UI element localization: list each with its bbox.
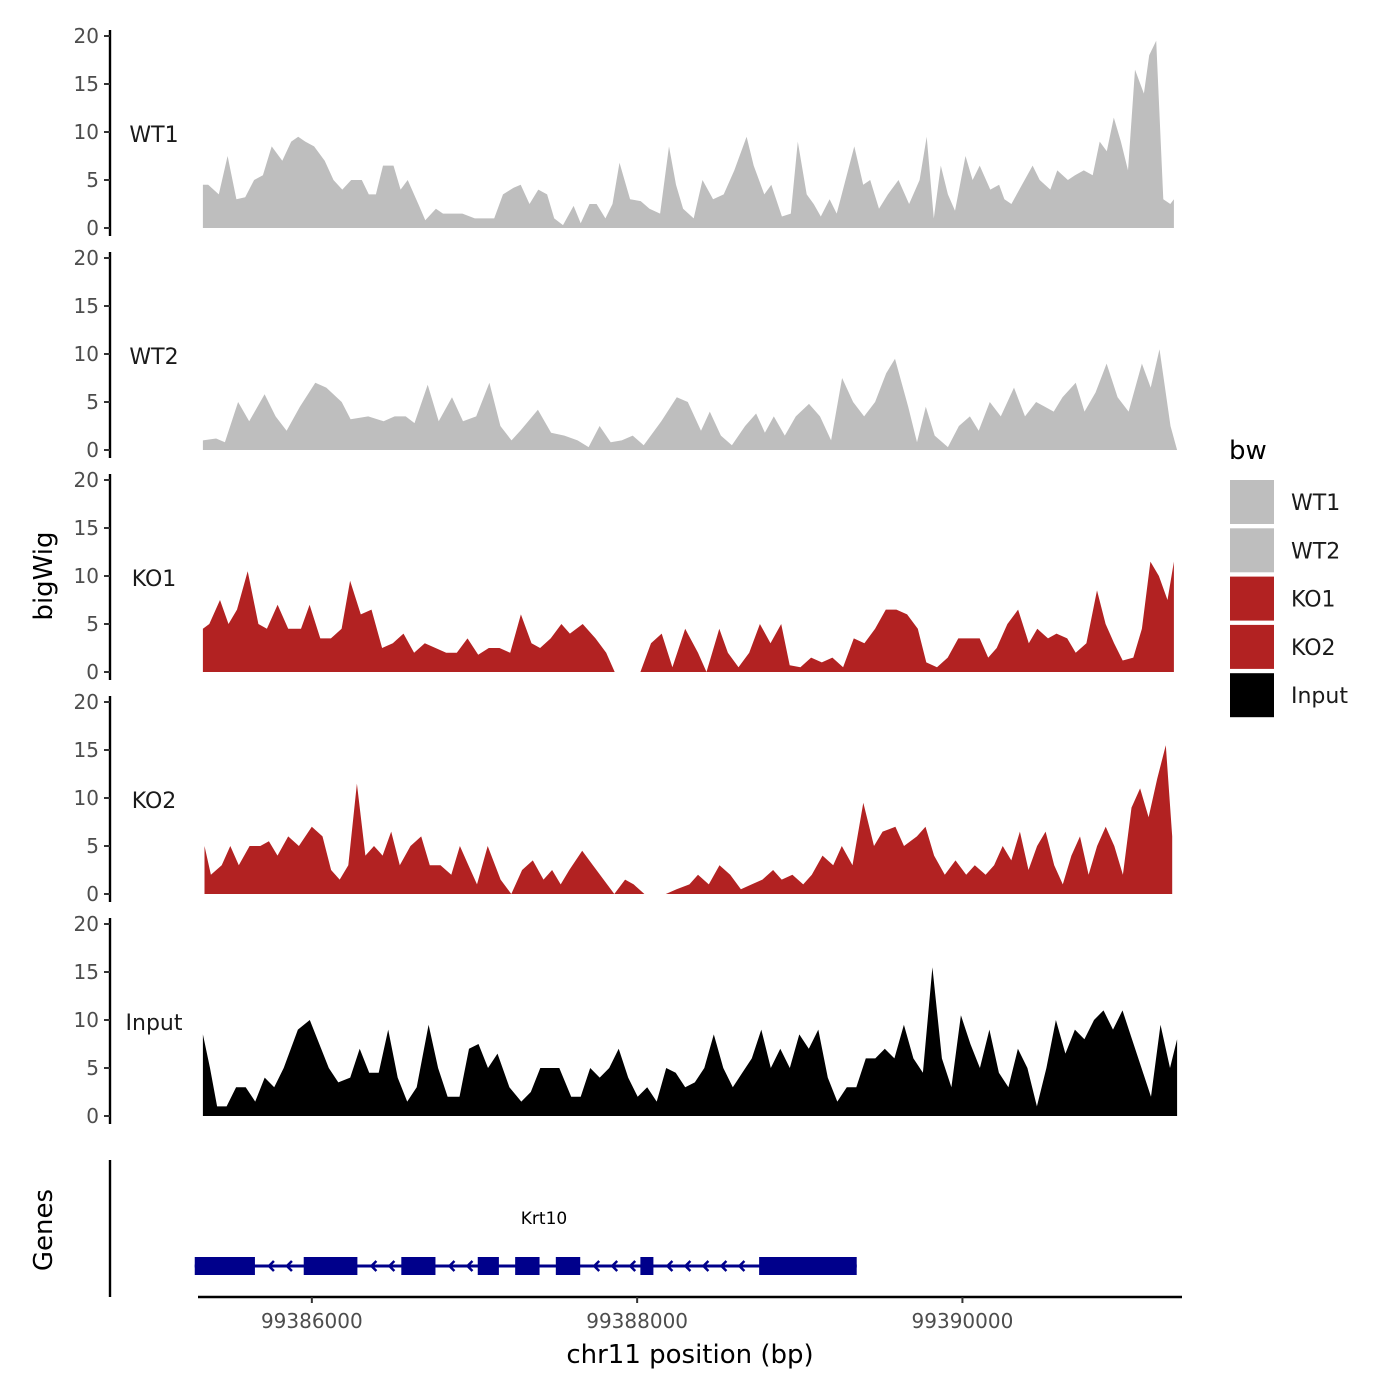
y-tick-label: 5 xyxy=(86,1056,99,1080)
track-ko2: 0 5 10 15 20 KO2 xyxy=(74,690,1173,906)
coverage-area-input xyxy=(202,967,1178,1116)
strand-arrow-icon xyxy=(267,1260,275,1272)
strand-arrow-icon xyxy=(387,1260,396,1272)
y-tick-label: 0 xyxy=(86,1104,99,1128)
gene-exon xyxy=(477,1257,499,1275)
track-wt2: 0 5 10 15 20 WT2 xyxy=(74,246,1178,462)
y-tick-label: 5 xyxy=(86,168,99,192)
y-tick-label: 15 xyxy=(74,738,99,762)
legend-label-input: Input xyxy=(1291,684,1348,709)
y-tick-label: 0 xyxy=(86,216,99,240)
y-tick-label: 5 xyxy=(86,612,99,636)
track-input: 0 5 10 15 20 Input xyxy=(74,912,1178,1128)
track-label-wt2: WT2 xyxy=(129,345,178,370)
y-tick-label: 15 xyxy=(74,72,99,96)
y-tick-label: 15 xyxy=(74,516,99,540)
y-tick-label: 20 xyxy=(74,690,99,714)
legend-key-ko2 xyxy=(1230,624,1274,669)
gene-exon xyxy=(401,1257,436,1275)
y-tick-label: 10 xyxy=(74,1008,99,1032)
track-label-ko1: KO1 xyxy=(132,567,177,592)
gene-exon xyxy=(555,1257,581,1275)
y-axis-title: bigWig xyxy=(29,531,59,620)
gene-exon xyxy=(759,1257,857,1275)
y-tick-label: 20 xyxy=(74,468,99,492)
y-tick-label: 0 xyxy=(86,660,99,684)
gene-exon xyxy=(303,1257,358,1275)
y-tick-label: 0 xyxy=(86,438,99,462)
track-label-ko2: KO2 xyxy=(132,789,177,814)
y-tick-label: 0 xyxy=(86,882,99,906)
track-label-input: Input xyxy=(126,1011,183,1036)
gene-label-krt10: Krt10 xyxy=(521,1209,567,1229)
coverage-area-ko2 xyxy=(204,745,1173,894)
gene-track xyxy=(108,1160,857,1297)
strand-arrow-icon xyxy=(610,1260,619,1272)
y-tick-label: 20 xyxy=(74,246,99,270)
legend: bw WT1 WT2 KO1 KO2 Input xyxy=(1229,436,1348,718)
strand-arrow-icon xyxy=(701,1260,710,1272)
y-tick-label: 15 xyxy=(74,294,99,318)
coverage-area-wt2 xyxy=(202,349,1178,450)
strand-arrow-icon xyxy=(447,1260,456,1272)
legend-title: bw xyxy=(1229,436,1267,466)
x-tick-label: 99390000 xyxy=(912,1309,1014,1333)
legend-label-wt1: WT1 xyxy=(1291,491,1340,516)
coverage-tracks: 0 5 10 15 20 WT1 0 5 10 15 20 WT2 0 5 10 15 20 KO1 0 5 10 15 2… xyxy=(74,24,1178,1128)
x-tick-label: 99388000 xyxy=(586,1309,688,1333)
y-tick-label: 15 xyxy=(74,960,99,984)
strand-arrow-icon xyxy=(719,1260,728,1272)
track-ko1: 0 5 10 15 20 KO1 xyxy=(74,468,1174,684)
legend-key-wt2 xyxy=(1230,528,1274,573)
strand-arrow-icon xyxy=(369,1260,378,1272)
x-tick-label: 99386000 xyxy=(261,1309,363,1333)
strand-arrow-icon xyxy=(665,1260,674,1272)
legend-key-ko1 xyxy=(1230,576,1274,621)
gene-exon xyxy=(194,1257,255,1275)
y-tick-label: 5 xyxy=(86,834,99,858)
legend-label-ko1: KO1 xyxy=(1291,588,1336,613)
genes-track-title: Genes xyxy=(29,1189,59,1271)
legend-label-ko2: KO2 xyxy=(1291,636,1336,661)
strand-arrow-icon xyxy=(285,1260,293,1272)
legend-key-input xyxy=(1230,673,1274,718)
strand-arrow-icon xyxy=(465,1260,474,1272)
track-label-wt1: WT1 xyxy=(129,123,178,148)
track-wt1: 0 5 10 15 20 WT1 xyxy=(74,24,1174,240)
strand-arrow-icon xyxy=(683,1260,692,1272)
strand-arrow-icon xyxy=(592,1260,601,1272)
y-tick-label: 10 xyxy=(74,120,99,144)
y-tick-label: 5 xyxy=(86,390,99,414)
legend-label-wt2: WT2 xyxy=(1291,539,1340,564)
x-axis: 99386000 99388000 99390000 xyxy=(198,1295,1182,1333)
legend-key-wt1 xyxy=(1230,480,1274,524)
strand-arrow-icon xyxy=(737,1260,746,1272)
strand-arrow-icon xyxy=(628,1260,637,1272)
y-tick-label: 10 xyxy=(74,564,99,588)
y-tick-label: 10 xyxy=(74,786,99,810)
gene-exon xyxy=(515,1257,540,1275)
gene-exon xyxy=(640,1257,654,1275)
coverage-area-wt1 xyxy=(202,40,1174,228)
y-tick-label: 20 xyxy=(74,912,99,936)
coverage-area-ko1 xyxy=(202,561,1174,672)
y-tick-label: 20 xyxy=(74,24,99,48)
y-tick-label: 10 xyxy=(74,342,99,366)
x-axis-title: chr11 position (bp) xyxy=(566,1340,813,1370)
